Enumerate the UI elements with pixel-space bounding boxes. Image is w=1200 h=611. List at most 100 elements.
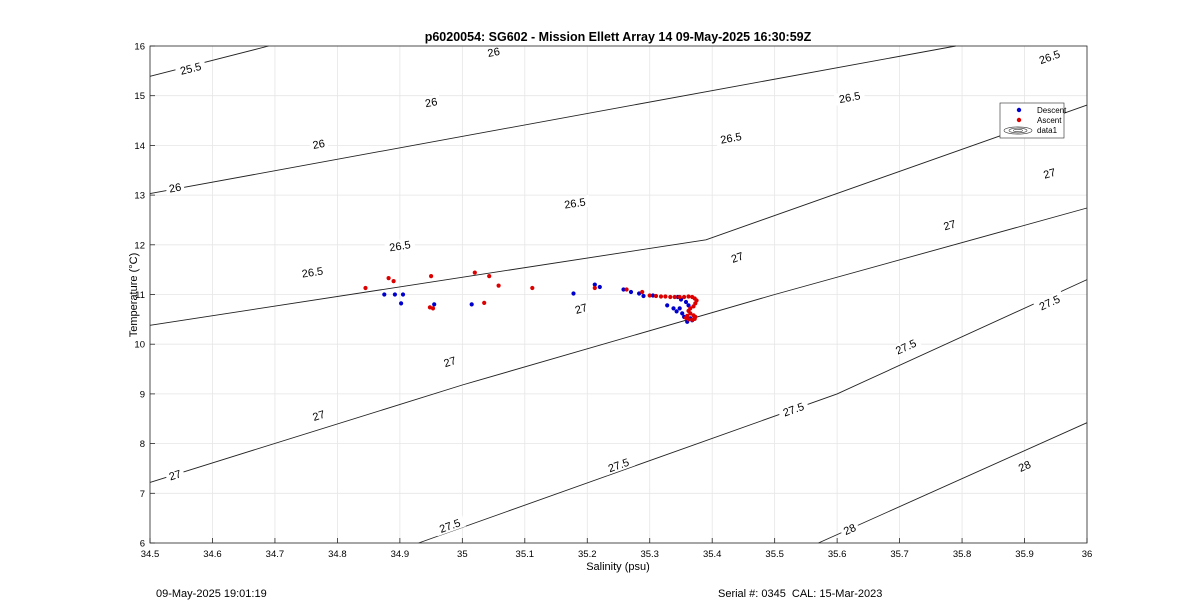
contour-label-bg [308,406,330,424]
contour-label: 26.5 [296,263,329,281]
descent-point [650,293,656,298]
ascent-point [363,285,368,291]
contour-label-bg [308,136,329,152]
contour-label-text: 28 [1017,459,1033,475]
contour-label: 26 [308,136,329,152]
contour-label-text: 26 [312,138,326,152]
contour-label: 27 [164,466,186,483]
ascent-point [496,283,501,288]
x-tick-label: 35 [457,549,468,560]
contour-label-text: 26 [168,182,182,196]
contour-label-text: 26 [424,96,438,110]
contour-label-bg [838,519,861,539]
contour-label: 27 [439,353,461,371]
ascent-point [482,300,487,305]
descent-point [641,293,646,299]
ascent-point [429,274,434,279]
contour-label-text: 27 [442,355,457,370]
contour-label-text: 26.5 [838,90,861,106]
contour-label-bg [1033,46,1066,68]
x-tick-label: 34.7 [266,549,285,560]
contour-label-bg [726,248,748,266]
serial-number: Serial #: 0345 [718,588,786,600]
legend-ascent-marker [1016,117,1022,123]
chart-title: p6020054: SG602 - Mission Ellett Array 1… [425,30,812,44]
x-tick-label: 35.8 [953,549,972,560]
ascent-point [624,287,629,292]
contour-label-bg [1013,456,1036,476]
contour-label: 27 [308,406,330,424]
contour-line-26-5 [149,104,1088,326]
contour-line-26 [149,45,956,195]
ascent-point [472,270,477,275]
x-tick-label: 34.5 [141,549,160,560]
x-tick-label: 35.6 [828,549,847,560]
ascent-point [690,317,695,322]
legend: Descent Ascent data1 [999,102,1067,139]
contour-label-bg [559,194,591,212]
x-tick-label: 35.1 [516,549,535,560]
contour-line-27 [149,207,1088,483]
contour-label-text: 26.5 [563,197,586,212]
descent-point [571,291,576,296]
ascent-point [653,293,659,299]
y-tick-label: 12 [134,240,145,251]
ascent-point [592,285,597,291]
descent-point [392,292,397,297]
legend-contour-icon [1003,126,1033,135]
contour-label-text: 25.5 [179,61,203,78]
contour-label-text: 26.5 [389,239,412,254]
ascent-point [663,294,668,299]
contour-label-bg [1039,165,1060,182]
x-tick-label: 34.9 [391,549,410,560]
descent-point [469,302,474,307]
contour-label: 27 [939,216,960,233]
y-tick-label: 7 [140,489,145,500]
legend-data1-label: data1 [1037,126,1058,135]
y-tick-label: 15 [134,91,145,102]
y-tick-label: 8 [140,439,145,450]
ascent-point [668,294,673,300]
contour-label-bg [174,58,207,78]
calibration-date: CAL: 15-Mar-2023 [791,588,883,600]
y-tick-label: 10 [134,340,145,351]
contour-label-bg [421,94,442,110]
density-contours: 25.526 26.526 26.526 26.5272626.52726.52726… [149,44,1088,544]
ascent-point [685,313,690,318]
descent-point [683,299,689,305]
contour-line-25-5 [149,45,269,77]
descent-point [665,303,670,308]
x-tick-label: 35.2 [578,549,597,560]
contour-label: 25.5 [174,58,207,78]
contour-label-bg [1033,290,1066,315]
descent-point [680,311,685,316]
descent-point [597,284,602,290]
contour-label-bg [433,514,466,537]
contour-label-bg [889,335,922,359]
contour-label-bg [296,263,329,281]
y-tick-label: 16 [134,42,145,53]
descent-point [400,292,406,297]
data-points [363,270,699,324]
contour-label: 26.5 [559,194,591,212]
descent-point [628,289,634,295]
contour-label: 26.5 [715,129,747,147]
ascent-point [530,285,535,291]
descent-point [677,306,682,311]
contour-label-text: 27 [730,250,746,265]
y-tick-label: 13 [134,191,145,202]
ascent-point [647,293,652,298]
descent-point [592,282,597,287]
contour-label: 27 [1039,165,1060,182]
contour-label-text: 26 [487,46,501,60]
legend-ascent-label: Ascent [1037,116,1062,125]
descent-point [432,302,437,307]
contour-line-27-5 [418,279,1088,544]
contour-label-bg [439,353,461,371]
contour-label-bg [570,300,592,317]
contour-label-text: 27 [574,302,589,317]
x-tick-label: 34.8 [328,549,347,560]
x-tick-label: 36 [1082,549,1093,560]
contour-label-text: 27 [1042,167,1057,182]
